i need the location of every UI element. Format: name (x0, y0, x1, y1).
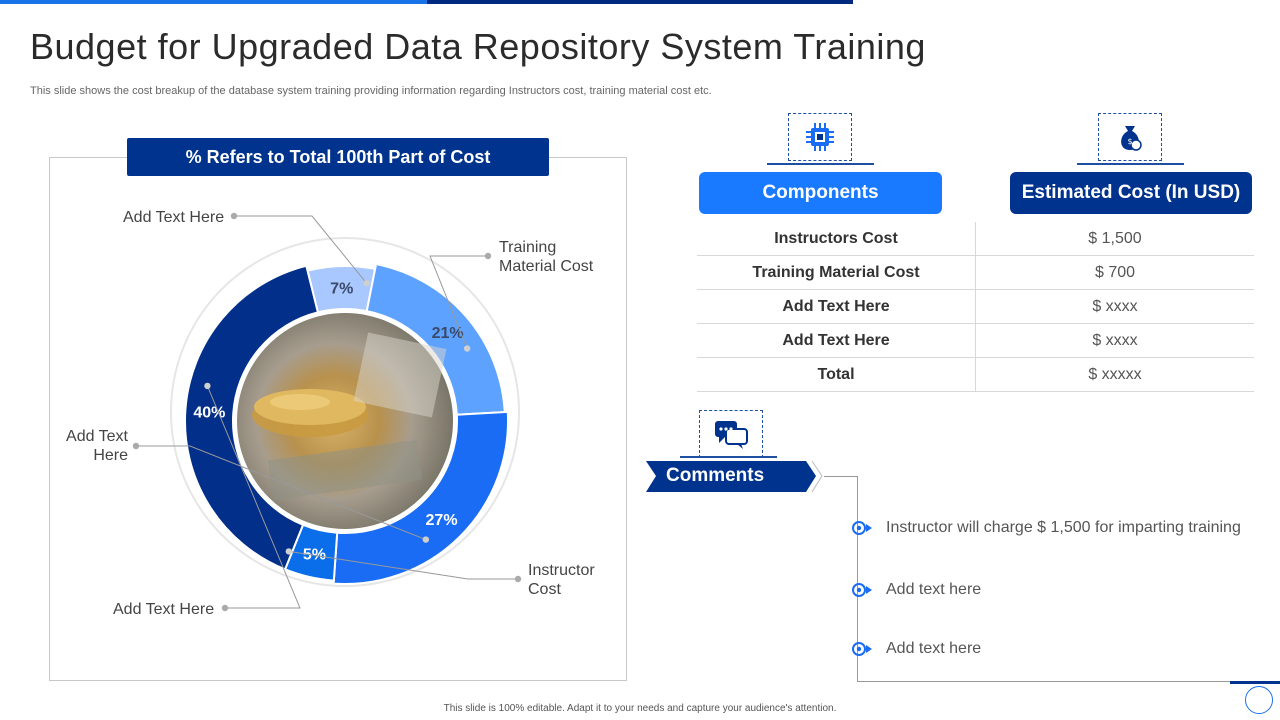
top-accent-bar-left (0, 0, 427, 4)
money-bag-icon-box: $ (1098, 113, 1162, 161)
comment-item: Add text here (850, 581, 981, 599)
table-row: Total $ xxxxx (697, 357, 1254, 392)
target-bullet-icon (852, 642, 872, 656)
target-bullet-icon (852, 521, 872, 535)
callout-dot (221, 604, 229, 612)
top-accent-bar-right (427, 0, 853, 4)
callout-dot (230, 212, 238, 220)
callout-dot (463, 345, 471, 352)
comments-bracket-bottom (858, 681, 1230, 682)
callout-training-material: Training Material Cost (499, 239, 594, 275)
center-photo (233, 309, 457, 533)
comments-label-tag: Comments (646, 460, 823, 493)
callout-leader-line (234, 215, 368, 284)
callout-instructor: Instructor Cost (528, 562, 595, 598)
comments-label: Comments (666, 465, 765, 486)
slice-percent-label: 27% (426, 512, 458, 529)
chip-icon (806, 123, 834, 151)
callout-leader-line (206, 385, 301, 609)
callout-leader-line (136, 445, 427, 541)
cost-table: Instructors Cost $ 1,500 Training Materi… (697, 222, 1254, 392)
svg-text:$: $ (1127, 137, 1132, 146)
table-row: Add Text Here $ xxxx (697, 289, 1254, 324)
component-cell: Add Text Here (697, 323, 976, 358)
callout-dot (514, 575, 522, 583)
cost-cell: $ xxxx (975, 323, 1254, 358)
cost-cell: $ 1,500 (975, 222, 1254, 256)
donut-outer-ring (170, 237, 520, 587)
page-title: Budget for Upgraded Data Repository Syst… (30, 26, 926, 67)
page-subtitle: This slide shows the cost breakup of the… (30, 85, 712, 97)
table-row: Add Text Here $ xxxx (697, 323, 1254, 358)
comment-item: Add text here (850, 640, 981, 658)
chat-bubbles-icon (715, 421, 748, 449)
callout-dot (285, 548, 293, 555)
chart-header: % Refers to Total 100th Part of Cost (127, 138, 549, 176)
component-cell: Instructors Cost (697, 222, 976, 256)
money-bag-icon-underline (1077, 163, 1184, 165)
callout-slice-1: Add Text Here (123, 209, 225, 226)
comments-bracket (824, 476, 858, 682)
component-cell: Total (697, 357, 976, 392)
table-row: Training Material Cost $ 700 (697, 255, 1254, 290)
comment-item: Instructor will charge $ 1,500 for impar… (850, 519, 1241, 537)
callout-leader-line (429, 255, 488, 349)
table-row: Instructors Cost $ 1,500 (697, 222, 1254, 256)
callout-slice-3: Add Text Here (66, 428, 128, 464)
slice-percent-label: 40% (193, 405, 225, 422)
chip-icon-underline (767, 163, 874, 165)
target-bullet-icon (852, 583, 872, 597)
comments-arrow-shape (646, 460, 823, 493)
comment-text: Instructor will charge $ 1,500 for impar… (886, 519, 1241, 536)
cost-cell: $ xxxxx (975, 357, 1254, 392)
callout-dot (422, 536, 430, 543)
chat-icon-box (699, 410, 763, 458)
estimated-cost-header: Estimated Cost (In USD) (1010, 172, 1252, 214)
callout-dot (132, 442, 140, 450)
footer-note: This slide is 100% editable. Adapt it to… (443, 703, 837, 714)
slice-percent-label: 21% (432, 325, 464, 342)
component-cell: Add Text Here (697, 289, 976, 324)
cost-cell: $ xxxx (975, 289, 1254, 324)
corner-circle-icon (1245, 686, 1273, 714)
comment-text: Add text here (886, 581, 982, 598)
callout-dot (484, 252, 492, 260)
callout-slice-5: Add Text Here (113, 601, 215, 618)
comment-text: Add text here (886, 640, 982, 657)
chip-icon-box (788, 113, 852, 161)
cost-cell: $ 700 (975, 255, 1254, 290)
callout-dot (363, 279, 370, 287)
components-header: Components (699, 172, 942, 214)
slice-percent-label: 7% (330, 281, 353, 298)
chat-icon-underline (680, 456, 777, 458)
money-bag-icon: $ (1121, 126, 1142, 151)
callout-leader-line (288, 550, 518, 580)
corner-accent-bar (1230, 681, 1280, 684)
callout-dot (204, 382, 211, 390)
component-cell: Training Material Cost (697, 255, 976, 290)
